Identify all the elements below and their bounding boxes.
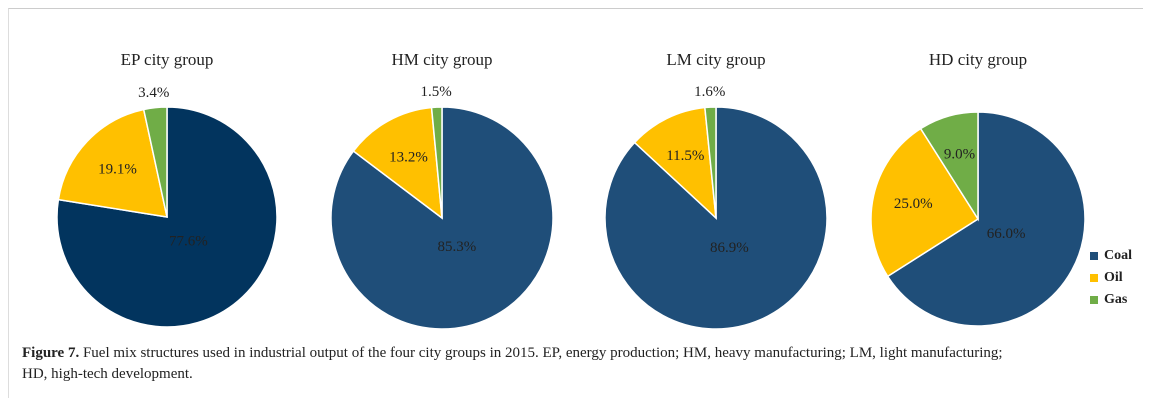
data-label: 9.0% bbox=[944, 147, 975, 163]
data-label: 3.4% bbox=[138, 85, 169, 101]
pie-slice bbox=[919, 111, 979, 222]
data-label: 85.3% bbox=[437, 239, 476, 255]
data-label: 25.0% bbox=[894, 196, 933, 212]
chart-title: EP city group bbox=[121, 50, 214, 69]
caption-text: Fuel mix structures used in industrial o… bbox=[22, 345, 1003, 382]
data-label: 19.1% bbox=[98, 162, 137, 178]
legend-swatch bbox=[1090, 252, 1098, 260]
pie-slice bbox=[886, 111, 1086, 327]
pie-slice bbox=[352, 106, 443, 220]
pie-slice bbox=[57, 108, 168, 218]
data-label: 1.5% bbox=[420, 84, 451, 100]
pie-slice bbox=[704, 106, 717, 219]
caption: Figure 7. Fuel mix structures used in in… bbox=[22, 343, 1022, 385]
legend-label: Gas bbox=[1104, 292, 1128, 307]
data-label: 11.5% bbox=[666, 148, 704, 164]
pie-slice bbox=[870, 127, 980, 278]
chart-title: LM city group bbox=[666, 50, 765, 69]
pie-slice bbox=[142, 106, 168, 218]
data-label: 86.9% bbox=[710, 240, 749, 256]
pie-slice bbox=[430, 106, 443, 219]
data-label: 66.0% bbox=[987, 226, 1026, 242]
legend-swatch bbox=[1090, 296, 1098, 304]
data-label: 1.6% bbox=[694, 84, 725, 100]
legend-label: Coal bbox=[1104, 248, 1132, 263]
caption-label: Figure 7. bbox=[22, 345, 80, 361]
charts: EP city group 77.6% 19.1% 3.4% HM city group… bbox=[56, 50, 1132, 330]
data-label: 77.6% bbox=[169, 234, 208, 250]
frame bbox=[8, 8, 1143, 398]
chart-title: HD city group bbox=[929, 50, 1027, 69]
legend-swatch bbox=[1090, 274, 1098, 282]
data-label: 13.2% bbox=[389, 149, 428, 165]
chart-title: HM city group bbox=[391, 50, 492, 69]
pie-slice bbox=[633, 106, 717, 220]
legend-label: Oil bbox=[1104, 270, 1123, 285]
